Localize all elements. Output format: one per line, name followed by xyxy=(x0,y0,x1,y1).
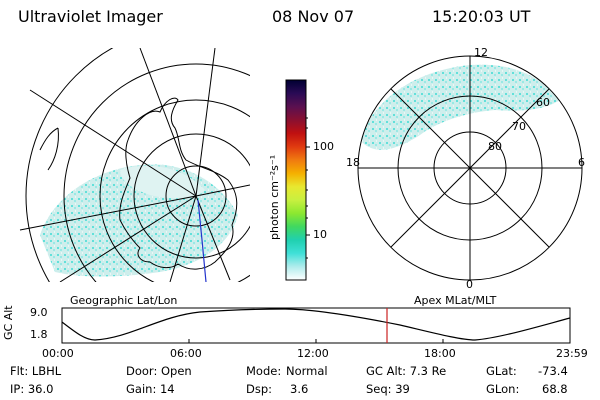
mlt-label-18: 18 xyxy=(346,156,360,169)
colorbar-tick-label: 100 xyxy=(313,140,334,153)
alt-curve xyxy=(61,308,571,341)
time-label: 15:20:03 UT xyxy=(432,7,531,26)
peninsula-outline xyxy=(39,127,59,171)
info-glon-value: 68.8 xyxy=(542,382,568,396)
alt-y-tick: 9.0 xyxy=(30,306,48,319)
info-mode-value: Normal xyxy=(286,364,328,378)
colorbar-ticks xyxy=(306,117,310,259)
mlt-label-6: 6 xyxy=(578,156,585,169)
mlat-label-60: 60 xyxy=(536,96,550,109)
alt-ylabel: GC Alt xyxy=(2,305,15,340)
left-aurora-glow xyxy=(120,165,205,199)
mlt-label-0: 0 xyxy=(466,278,473,291)
info-door: Door: Open xyxy=(126,364,192,378)
longitude-lines xyxy=(19,48,250,282)
right-aurora-band xyxy=(360,64,560,150)
mlt-label-12: 12 xyxy=(474,46,488,59)
alt-x-tick: 06:00 xyxy=(170,347,202,360)
alt-x-tick: 00:00 xyxy=(42,347,74,360)
colorbar-unit-label: photon cm⁻²s⁻¹ xyxy=(268,154,281,240)
info-dsp-value: 3.6 xyxy=(290,382,309,396)
blue-track xyxy=(197,199,207,282)
mlt-spokes xyxy=(358,56,582,280)
mlat-label-70: 70 xyxy=(512,120,526,133)
polar-plot xyxy=(357,55,583,281)
alt-x-ticks xyxy=(61,339,571,343)
mlat-label-80: 80 xyxy=(488,140,502,153)
info-glat-value: -73.4 xyxy=(538,364,568,378)
antarctica-coastline xyxy=(119,97,238,270)
geographic-map xyxy=(19,48,250,282)
alt-x-tick: 12:00 xyxy=(297,347,329,360)
date-label: 08 Nov 07 xyxy=(272,7,355,26)
info-gc-alt: GC Alt: 7.3 Re xyxy=(366,364,447,378)
info-glon-label: GLon: xyxy=(486,382,520,396)
info-ip: IP: 36.0 xyxy=(10,382,54,396)
instrument-title: Ultraviolet Imager xyxy=(18,7,163,26)
info-mode-label: Mode: xyxy=(246,364,282,378)
alt-x-tick: 18:00 xyxy=(424,347,456,360)
colorbar xyxy=(285,79,307,281)
info-dsp-label: Dsp: xyxy=(246,382,273,396)
left-panel-caption: Geographic Lat/Lon xyxy=(70,294,178,307)
info-flt: Flt: LBHL xyxy=(10,364,62,378)
alt-x-tick: 23:59 xyxy=(556,347,588,360)
info-gain: Gain: 14 xyxy=(126,382,175,396)
info-glat-label: GLat: xyxy=(486,364,517,378)
alt-y-tick: 1.8 xyxy=(30,328,48,341)
latitude-circles xyxy=(25,48,250,282)
colorbar-tick-label: 10 xyxy=(313,228,327,241)
right-panel-caption: Apex MLat/MLT xyxy=(414,294,497,307)
info-seq: Seq: 39 xyxy=(366,382,410,396)
